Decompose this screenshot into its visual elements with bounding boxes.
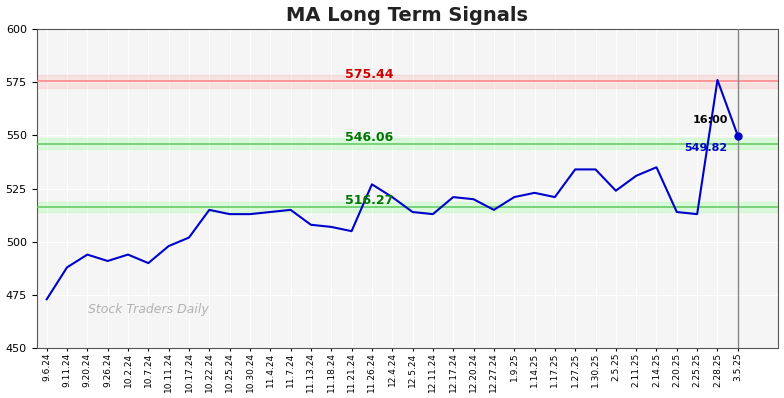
Text: Stock Traders Daily: Stock Traders Daily (89, 303, 209, 316)
Point (731, 133, 744, 139)
Text: 575.44: 575.44 (346, 68, 394, 81)
Title: MA Long Term Signals: MA Long Term Signals (286, 6, 528, 25)
Bar (37, 139, 779, 149)
Text: 549.82: 549.82 (684, 142, 728, 153)
Bar (37, 202, 779, 213)
Text: 16:00: 16:00 (692, 115, 728, 125)
Text: 516.27: 516.27 (346, 194, 394, 207)
Bar (37, 75, 779, 88)
Text: 546.06: 546.06 (346, 131, 394, 144)
